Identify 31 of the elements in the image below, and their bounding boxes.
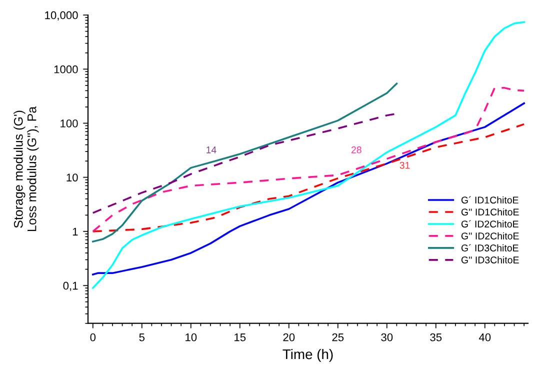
legend-label: G'' ID1ChitoE	[461, 208, 519, 216]
y-tick-label: 0,1	[63, 282, 78, 291]
line-series	[92, 123, 525, 232]
x-tick-label: 20	[283, 333, 295, 342]
y-tick-label: 100	[60, 120, 78, 128]
annotation: 28	[351, 146, 362, 154]
y-tick-label: 10	[66, 174, 78, 182]
annotation: 14	[206, 146, 216, 154]
legend-label: G´ ID2ChitoE	[461, 220, 518, 228]
x-tick-label: 40	[478, 333, 491, 342]
legend-label: G´ ID3ChitoE	[461, 244, 518, 252]
y-axis-title: Storage modulus (G') Loss modulus (G''), Pa	[14, 106, 39, 231]
annotation: 31	[400, 162, 410, 169]
legend-label: G'' ID2ChitoE	[461, 232, 519, 240]
line-series	[92, 87, 525, 232]
line-series	[92, 102, 525, 276]
y-tick-label: 10,000	[45, 11, 78, 20]
line-series	[92, 21, 525, 289]
x-tick-label: 30	[381, 333, 393, 342]
legend-label: G'' ID3ChitoE	[461, 256, 519, 264]
y-tick-label: 1000	[54, 65, 78, 74]
x-tick-label: 5	[139, 333, 145, 342]
x-tick-label: 0	[90, 333, 96, 342]
y-tick-label: 1	[72, 228, 78, 236]
x-tick-label: 10	[186, 333, 197, 342]
legend-label: G´ ID1ChitoE	[461, 196, 518, 204]
x-tick-label: 15	[234, 333, 246, 342]
x-tick-label: 35	[430, 333, 442, 342]
x-tick-label: 25	[332, 333, 344, 342]
line-series	[92, 82, 398, 242]
x-axis-title: Time (h)	[282, 348, 333, 362]
